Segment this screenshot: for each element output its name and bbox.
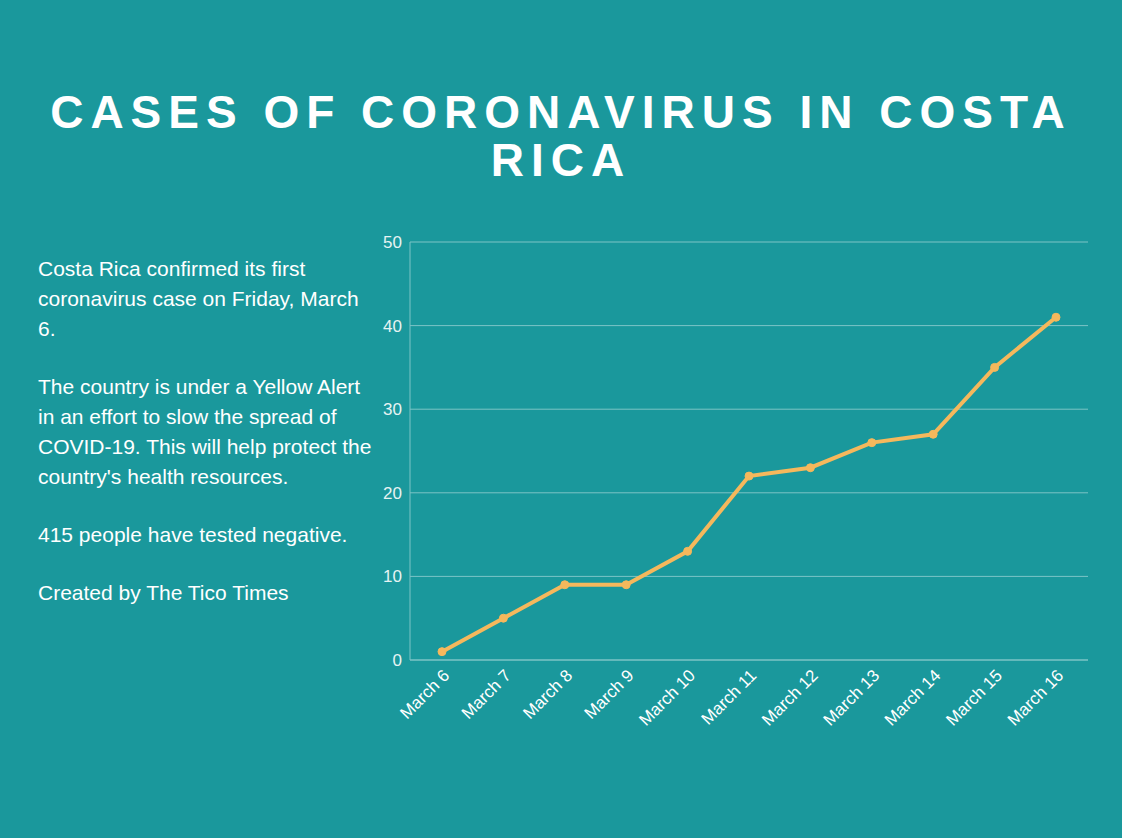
svg-text:10: 10 [383, 567, 402, 586]
svg-text:March 6: March 6 [396, 666, 453, 723]
svg-text:March 8: March 8 [519, 666, 576, 723]
html-text:CASES OF CORONAVIRUS IN COSTA: CASES OF CORONAVIRUS IN COSTA RICA [50, 86, 1072, 186]
svg-text:March 9: March 9 [581, 666, 638, 723]
svg-text:March 16: March 16 [1004, 666, 1068, 730]
svg-text:March 12: March 12 [758, 666, 822, 730]
svg-text:March 10: March 10 [635, 666, 699, 730]
html-text:The country is under a Yellow: The country is under a Yellow Alert in a… [38, 375, 372, 488]
svg-text:March 13: March 13 [820, 666, 884, 730]
svg-text:March 11: March 11 [698, 666, 761, 729]
svg-text:March 15: March 15 [942, 666, 1006, 730]
svg-text:20: 20 [383, 484, 402, 503]
html-text:415 people have tested negativ: 415 people have tested negative. [38, 523, 348, 546]
svg-text:30: 30 [383, 400, 402, 419]
svg-text:March 7: March 7 [458, 666, 515, 723]
svg-text:March 14: March 14 [881, 666, 945, 730]
html-text:Costa Rica confirmed its first: Costa Rica confirmed its first coronavir… [38, 257, 359, 340]
svg-text:40: 40 [383, 317, 402, 336]
svg-text:50: 50 [383, 233, 402, 252]
svg-text:0: 0 [393, 651, 402, 670]
html-text:Created by The Tico Times: Created by The Tico Times [38, 581, 289, 604]
